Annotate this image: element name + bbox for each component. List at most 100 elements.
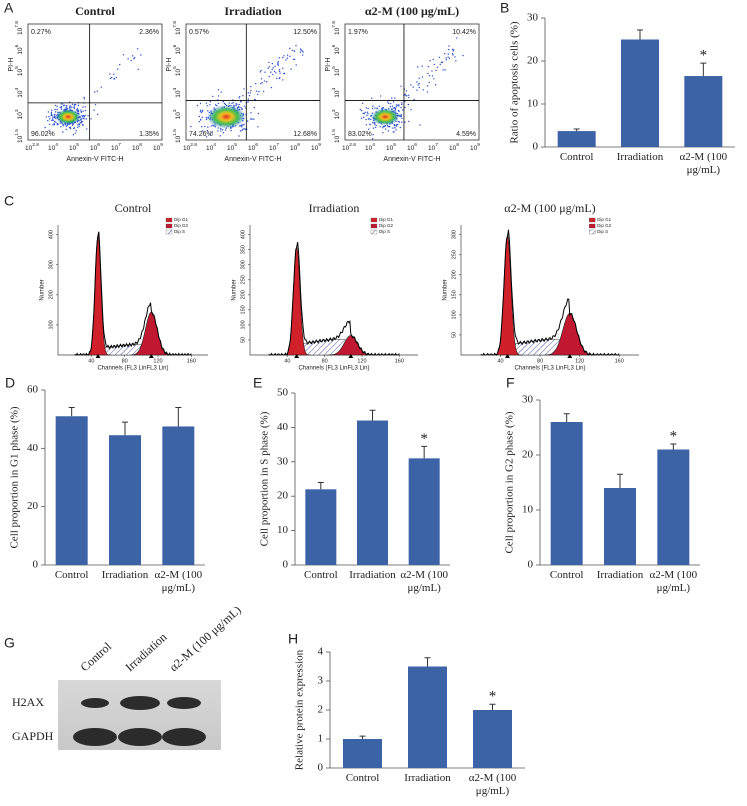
event-dot [59, 106, 61, 109]
x-axis-label: Channels (FL3 LinFL3 Lin) [298, 366, 369, 372]
event-dot [404, 93, 406, 95]
event-dot [217, 102, 220, 105]
event-dot [230, 129, 232, 132]
event-dot [360, 109, 363, 112]
tick-label: 109 [470, 142, 480, 151]
tick-base: 10 [111, 145, 119, 152]
plot-title: Control [115, 201, 152, 215]
event-dot [244, 128, 246, 130]
error-bar [637, 29, 643, 40]
event-dot [78, 123, 80, 125]
density-core [55, 108, 82, 125]
x-axis-label: Channels (FL3 LinFL3 Lin) [514, 366, 585, 372]
tick-exp: 5 [14, 66, 20, 69]
event-dot [364, 111, 366, 114]
y-axis-label: Cell proportion in G2 phase (%) [504, 411, 516, 553]
quadrant-value: 0.57% [189, 29, 209, 36]
event-dot [247, 101, 249, 103]
event-dot [395, 106, 398, 108]
bar [604, 488, 636, 565]
tick-label: 103 [331, 109, 340, 119]
panel-label: B [500, 0, 509, 16]
tick-base: 10 [175, 112, 182, 120]
tick-base: 10 [90, 145, 98, 152]
lane-label: Control [77, 639, 114, 674]
quadrant-value: 74.26% [189, 131, 213, 138]
x-tick-label: α2-M (100 μg/mL) [679, 151, 728, 176]
event-dot [228, 102, 230, 104]
event-dot [387, 125, 389, 128]
event-dot [272, 67, 274, 69]
legend-label: Dip S [379, 229, 390, 234]
tick-exp: 6 [14, 44, 20, 47]
event-dot [199, 110, 202, 112]
y-tick-label: 350 [240, 245, 246, 254]
event-dot [394, 97, 396, 99]
bar [557, 131, 596, 147]
event-dot [278, 77, 280, 80]
event-dot [136, 48, 139, 50]
quadrant-value: 12.50% [293, 29, 317, 36]
tick-label: 107.8 [172, 21, 181, 35]
event-dot [295, 64, 297, 66]
event-dot [66, 124, 69, 127]
tick-exp: 2.8 [32, 142, 39, 148]
event-dot [398, 121, 401, 123]
event-dot [394, 107, 396, 109]
event-dot [376, 107, 378, 109]
event-dot [392, 107, 395, 109]
tick-exp: 4 [213, 142, 216, 148]
event-dot [115, 76, 118, 79]
event-dot [370, 97, 373, 99]
bar [55, 416, 88, 565]
x-tick-label: Irradiation [596, 569, 644, 581]
y-tick-label: 30 [277, 455, 289, 467]
tick-label: 105 [172, 66, 181, 76]
x-tick-label: Control [549, 569, 584, 581]
event-dot [207, 110, 209, 112]
event-dot [127, 58, 129, 60]
event-dot [401, 121, 403, 123]
event-dot [360, 117, 363, 119]
event-dot [452, 50, 454, 52]
error-bar [424, 657, 431, 667]
tick-label: 104 [48, 142, 58, 151]
error-bar [68, 407, 75, 417]
y-tick-label: 10 [522, 504, 534, 516]
tick-exp: 5 [234, 142, 237, 148]
peak-marker [148, 354, 154, 358]
event-dot [433, 63, 436, 66]
event-dot [371, 107, 374, 110]
y-axis-label: PI-H [325, 58, 332, 72]
event-dot [210, 125, 212, 127]
histogram-outline [268, 241, 400, 356]
event-dot [243, 88, 245, 90]
row-label: H2AX [12, 695, 44, 709]
event-dot [244, 107, 247, 109]
tick-base: 10 [206, 145, 214, 152]
blot-band [81, 698, 109, 708]
event-dot [289, 47, 291, 50]
axis-line [460, 225, 639, 356]
event-dot [76, 108, 79, 110]
tick-exp: 9 [318, 142, 321, 148]
event-dot [82, 117, 85, 119]
y-tick-label: 200 [451, 270, 457, 279]
event-dot [426, 91, 429, 93]
event-dot [71, 106, 73, 108]
event-dot [365, 107, 367, 109]
event-dot [132, 55, 134, 57]
event-dot [57, 123, 59, 125]
event-dot [109, 77, 112, 80]
event-dot [53, 123, 56, 126]
event-dot [374, 107, 376, 109]
event-dot [140, 54, 142, 56]
event-dot [302, 54, 304, 56]
event-dot [81, 121, 84, 123]
event-dot [400, 114, 402, 116]
tick-exp: 2.8 [190, 142, 197, 148]
y-axis-label: Ratio of apoptosis cells (%) [509, 21, 521, 144]
event-dot [238, 97, 240, 99]
error-bar [670, 443, 677, 450]
y-tick-label: 400 [240, 230, 246, 239]
